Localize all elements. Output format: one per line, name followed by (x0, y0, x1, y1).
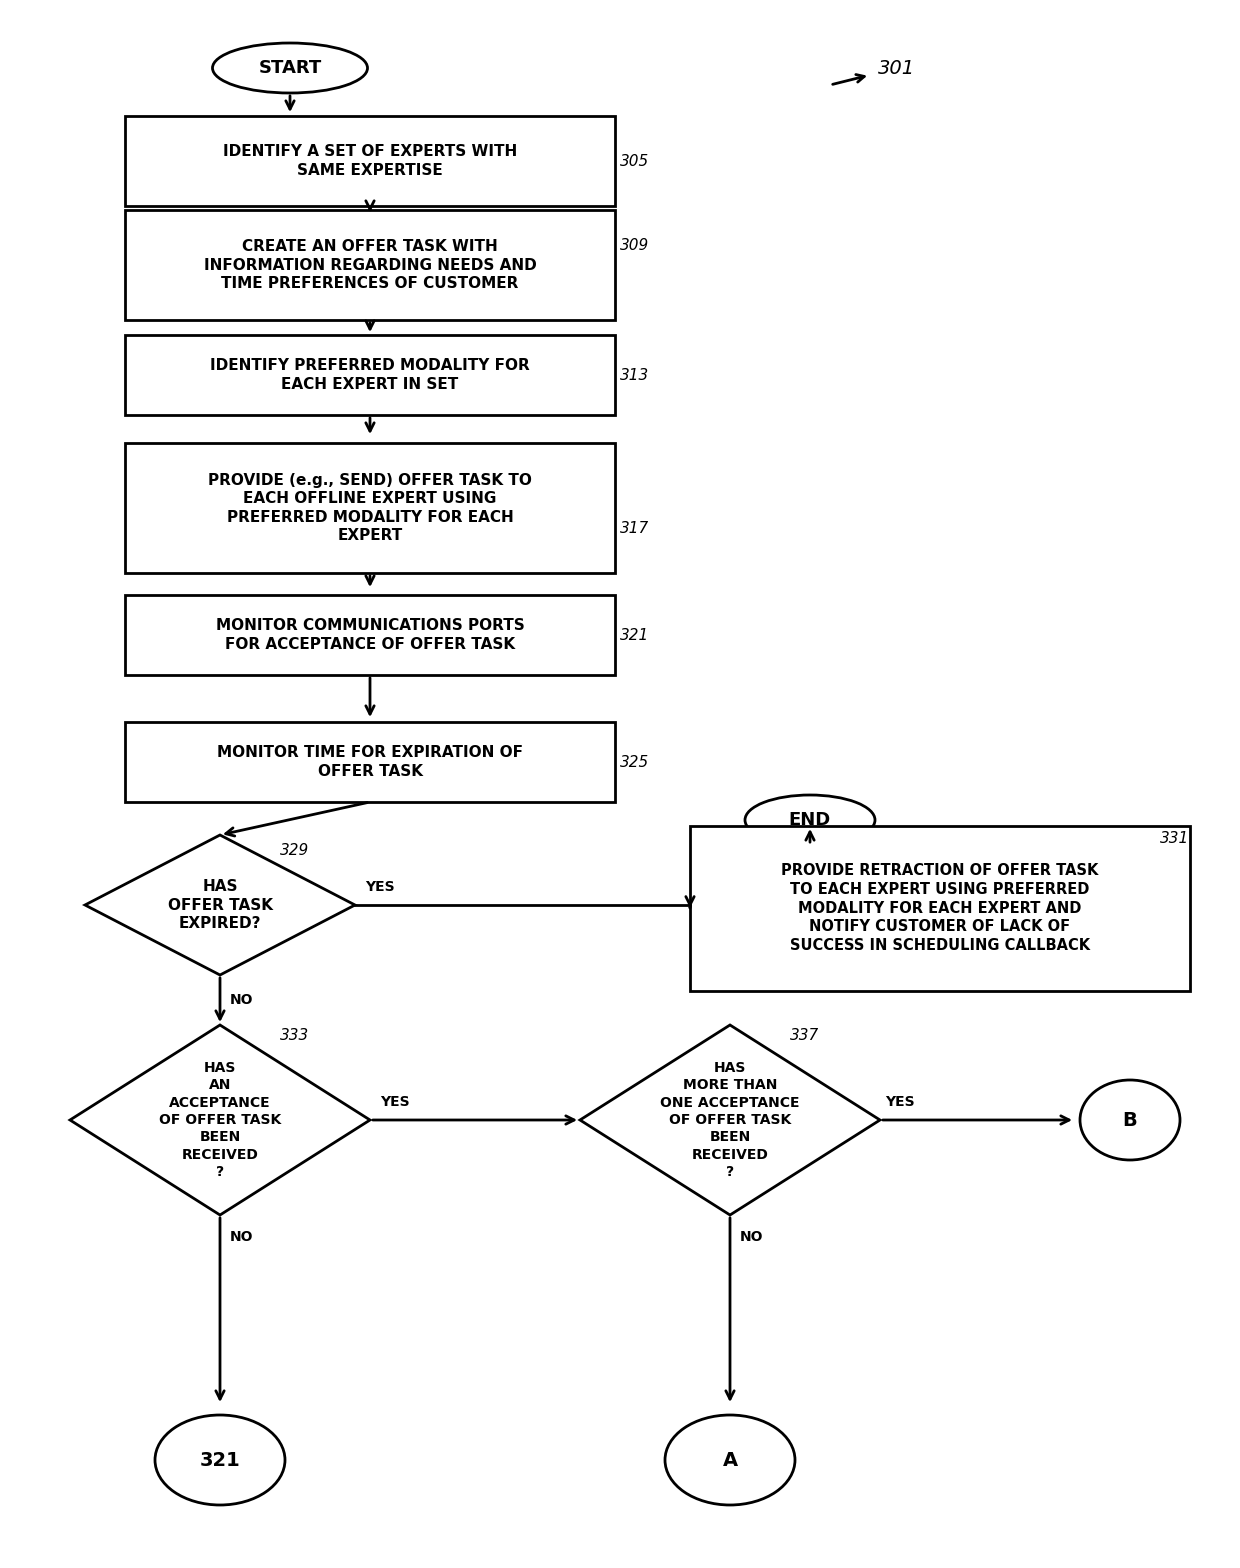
Text: YES: YES (885, 1094, 915, 1109)
Text: 333: 333 (280, 1027, 309, 1043)
Text: A: A (723, 1450, 738, 1469)
Text: 325: 325 (620, 754, 650, 770)
Text: 309: 309 (620, 237, 650, 252)
Text: MONITOR COMMUNICATIONS PORTS
FOR ACCEPTANCE OF OFFER TASK: MONITOR COMMUNICATIONS PORTS FOR ACCEPTA… (216, 618, 525, 652)
Polygon shape (86, 836, 355, 975)
Text: YES: YES (379, 1094, 409, 1109)
Text: IDENTIFY PREFERRED MODALITY FOR
EACH EXPERT IN SET: IDENTIFY PREFERRED MODALITY FOR EACH EXP… (210, 358, 529, 392)
Text: CREATE AN OFFER TASK WITH
INFORMATION REGARDING NEEDS AND
TIME PREFERENCES OF CU: CREATE AN OFFER TASK WITH INFORMATION RE… (203, 238, 537, 292)
Text: 313: 313 (620, 367, 650, 383)
FancyBboxPatch shape (125, 444, 615, 572)
Text: NO: NO (229, 993, 253, 1007)
FancyBboxPatch shape (125, 594, 615, 674)
Ellipse shape (212, 42, 367, 93)
Text: B: B (1122, 1110, 1137, 1129)
Text: END: END (789, 811, 831, 829)
Text: IDENTIFY A SET OF EXPERTS WITH
SAME EXPERTISE: IDENTIFY A SET OF EXPERTS WITH SAME EXPE… (223, 144, 517, 177)
Ellipse shape (745, 795, 875, 845)
Text: START: START (258, 60, 321, 77)
Polygon shape (580, 1025, 880, 1215)
Text: 331: 331 (1159, 831, 1189, 845)
Text: PROVIDE RETRACTION OF OFFER TASK
TO EACH EXPERT USING PREFERRED
MODALITY FOR EAC: PROVIDE RETRACTION OF OFFER TASK TO EACH… (781, 864, 1099, 953)
Ellipse shape (665, 1414, 795, 1505)
Text: 301: 301 (878, 58, 915, 77)
Text: HAS
MORE THAN
ONE ACCEPTANCE
OF OFFER TASK
BEEN
RECEIVED
?: HAS MORE THAN ONE ACCEPTANCE OF OFFER TA… (660, 1062, 800, 1179)
Text: 329: 329 (280, 842, 309, 858)
Text: HAS
AN
ACCEPTANCE
OF OFFER TASK
BEEN
RECEIVED
?: HAS AN ACCEPTANCE OF OFFER TASK BEEN REC… (159, 1062, 281, 1179)
FancyBboxPatch shape (689, 825, 1190, 991)
Text: 305: 305 (620, 154, 650, 168)
Ellipse shape (1080, 1080, 1180, 1160)
Text: 321: 321 (620, 627, 650, 643)
Text: HAS
OFFER TASK
EXPIRED?: HAS OFFER TASK EXPIRED? (167, 880, 273, 931)
FancyBboxPatch shape (125, 336, 615, 416)
Text: MONITOR TIME FOR EXPIRATION OF
OFFER TASK: MONITOR TIME FOR EXPIRATION OF OFFER TAS… (217, 745, 523, 779)
Text: YES: YES (365, 880, 394, 894)
Text: NO: NO (229, 1229, 253, 1243)
Text: PROVIDE (e.g., SEND) OFFER TASK TO
EACH OFFLINE EXPERT USING
PREFERRED MODALITY : PROVIDE (e.g., SEND) OFFER TASK TO EACH … (208, 472, 532, 544)
Text: 321: 321 (200, 1450, 241, 1469)
FancyBboxPatch shape (125, 721, 615, 801)
Text: NO: NO (740, 1229, 764, 1243)
FancyBboxPatch shape (125, 116, 615, 205)
Text: 317: 317 (620, 521, 650, 536)
Text: 337: 337 (790, 1027, 820, 1043)
Polygon shape (69, 1025, 370, 1215)
Ellipse shape (155, 1414, 285, 1505)
FancyBboxPatch shape (125, 210, 615, 320)
